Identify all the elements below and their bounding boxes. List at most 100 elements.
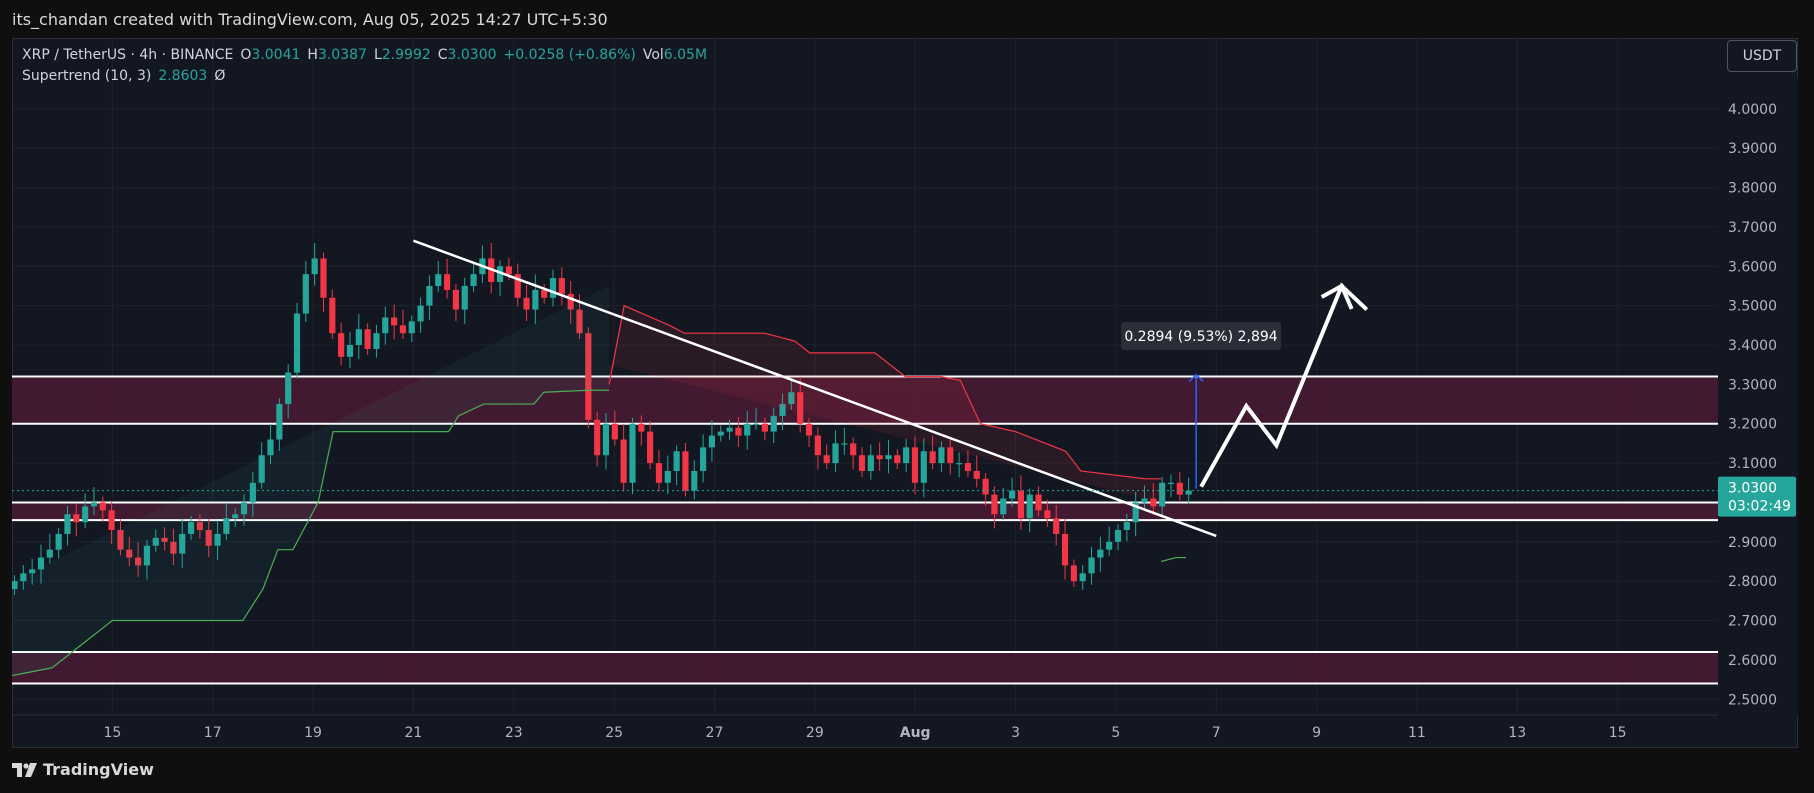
candle (276, 404, 283, 440)
candle (832, 443, 839, 464)
candle (187, 522, 195, 534)
candle (161, 537, 168, 542)
indicator-row[interactable]: Supertrend (10, 3) 2.8603 Ø (22, 66, 707, 87)
candle (46, 549, 53, 558)
candle (576, 309, 583, 334)
support-resistance-zone (12, 376, 1718, 424)
candle (964, 463, 972, 471)
candle (823, 455, 830, 464)
candle (196, 522, 203, 531)
candle (258, 455, 265, 483)
price-tick-label: 3.2000 (1728, 417, 1777, 433)
candle (37, 557, 45, 570)
candle (956, 463, 963, 465)
candle (920, 451, 927, 483)
candle (700, 447, 707, 471)
support-resistance-zone (12, 502, 1718, 521)
price-tick-label: 3.7000 (1728, 220, 1777, 236)
candle (117, 530, 124, 550)
price-tick-label: 2.7000 (1728, 614, 1777, 630)
currency-button[interactable]: USDT (1727, 40, 1797, 72)
candle (885, 455, 892, 460)
candle (1185, 490, 1192, 495)
candle (99, 502, 106, 511)
supertrend-up-line (1160, 556, 1187, 563)
candle (399, 325, 407, 334)
tradingview-brand[interactable]: TradingView (12, 760, 154, 779)
candle (1079, 573, 1086, 582)
candle (867, 455, 874, 471)
candle (752, 423, 760, 425)
price-axis (1718, 78, 1798, 715)
high-value: 3.0387 (317, 47, 367, 63)
time-tick-label: 25 (605, 725, 623, 741)
candle (1088, 557, 1095, 574)
candle (108, 510, 115, 531)
time-tick-label: 29 (806, 725, 824, 741)
candle (232, 514, 239, 519)
tradingview-logo-icon (12, 762, 37, 777)
candle (894, 455, 901, 464)
candle (708, 435, 716, 448)
measure-arrowhead (1188, 373, 1204, 383)
candle (638, 423, 645, 432)
candle (170, 541, 177, 554)
candle (991, 494, 998, 515)
supertrend-up-line (11, 389, 610, 677)
projection-arrowhead (1320, 283, 1354, 310)
candle (426, 285, 433, 306)
candle (126, 549, 133, 558)
candle (797, 392, 804, 424)
candle (858, 455, 866, 471)
time-tick-label: 15 (103, 725, 121, 741)
candle (514, 274, 521, 298)
candle (505, 266, 512, 275)
candle (620, 439, 627, 483)
candle (549, 278, 557, 298)
candle (373, 333, 380, 349)
candle (205, 530, 212, 546)
candle (1008, 490, 1016, 499)
candle (876, 455, 883, 460)
candle (346, 345, 354, 357)
vol-value: 6.05M (663, 47, 708, 63)
candle (585, 333, 592, 420)
countdown-value: 03:02:49 (1728, 499, 1791, 515)
time-tick-label: 3 (1011, 725, 1020, 741)
support-resistance-zone (12, 652, 1718, 684)
candle (293, 313, 301, 373)
time-tick-label: 13 (1508, 725, 1526, 741)
time-tick-label: 7 (1212, 725, 1221, 741)
candle (1167, 482, 1175, 484)
candle (285, 372, 292, 405)
candle (1053, 518, 1060, 534)
candle (1097, 549, 1104, 558)
supertrend-down-line (608, 304, 1162, 480)
candle (973, 470, 980, 479)
indicator-name: Supertrend (10, 3) (22, 68, 152, 84)
time-tick-label: 19 (304, 725, 322, 741)
candle (135, 557, 142, 566)
candle (452, 289, 460, 310)
chart-caption: its_chandan created with TradingView.com… (12, 10, 608, 29)
close-label: C (437, 47, 448, 63)
symbol-label[interactable]: XRP / TetherUS · 4h · BINANCE (22, 47, 234, 63)
candle (841, 443, 848, 445)
candle (470, 274, 477, 286)
open-value: 3.0041 (251, 47, 301, 63)
candle (1123, 522, 1130, 531)
candle (417, 305, 424, 322)
hidden-icon[interactable]: Ø (214, 68, 226, 84)
trendline (412, 239, 1217, 538)
candle (223, 518, 230, 534)
price-tick-label: 3.3000 (1728, 377, 1777, 393)
candle (1176, 482, 1183, 495)
candle (779, 404, 786, 416)
price-tick-label: 2.8000 (1728, 574, 1777, 590)
candle (64, 514, 71, 534)
candle (1000, 498, 1007, 515)
candle (673, 451, 680, 471)
price-tick-label: 3.1000 (1728, 456, 1777, 472)
candle (770, 415, 777, 432)
